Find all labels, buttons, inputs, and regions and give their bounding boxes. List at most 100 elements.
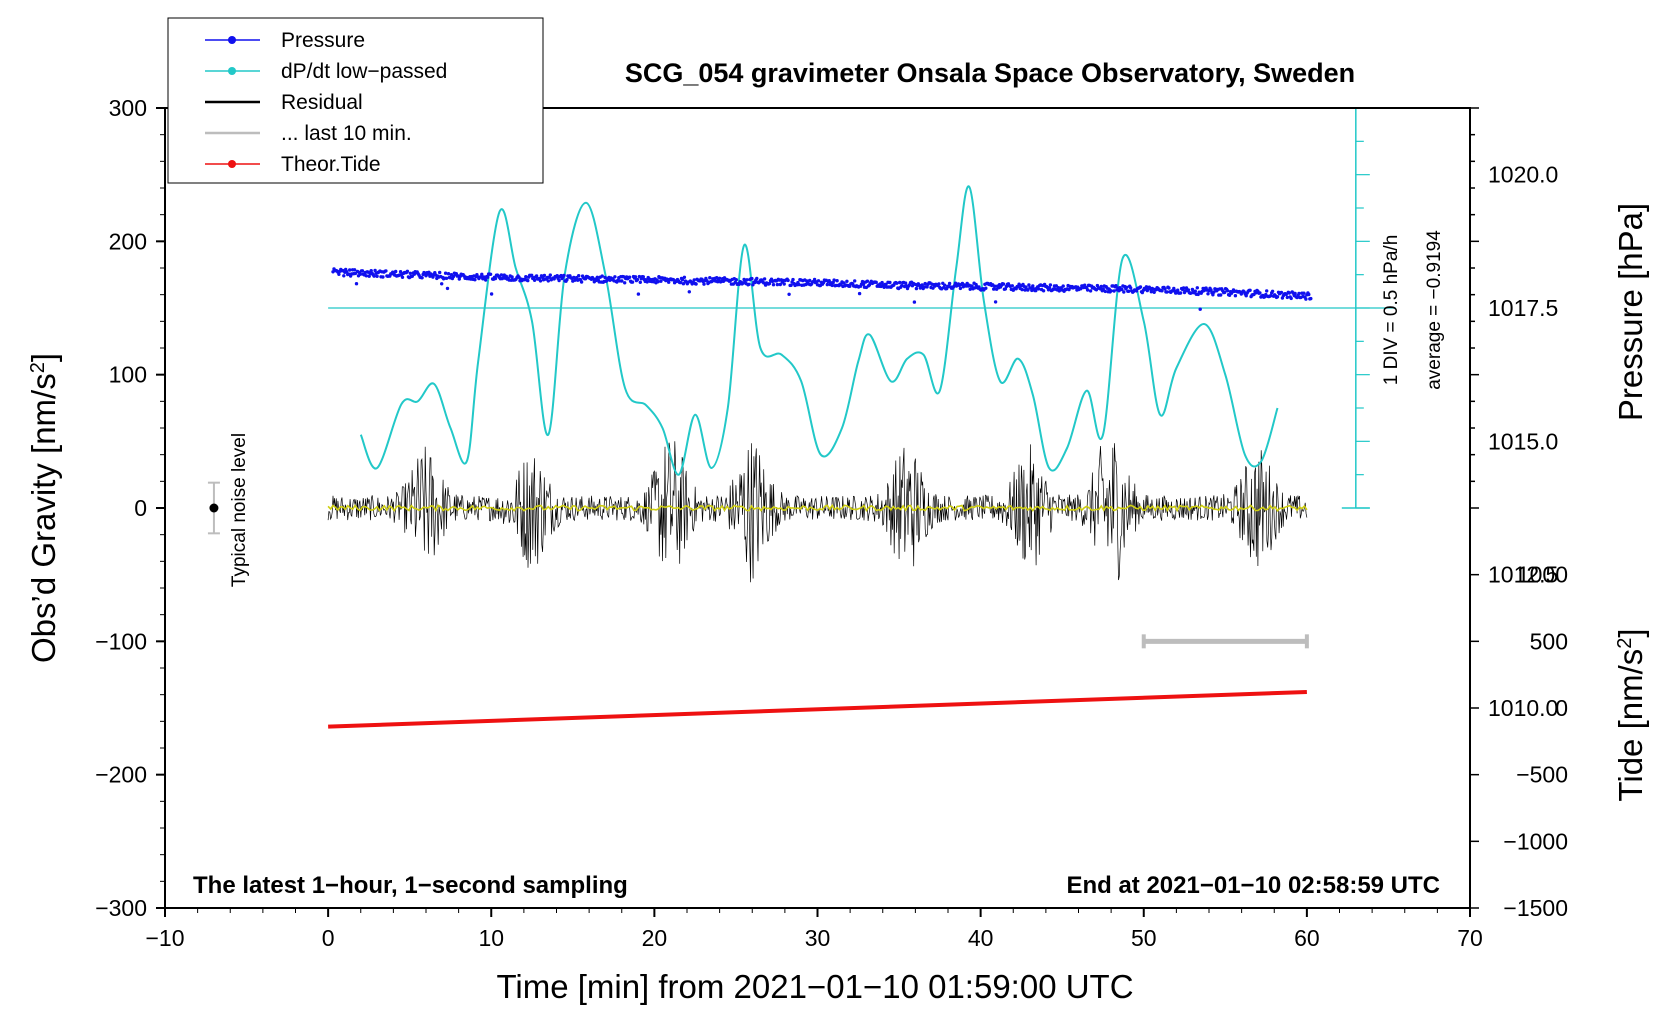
pressure-point — [443, 271, 448, 275]
pressure-point — [623, 281, 627, 285]
pressure-point — [394, 269, 398, 274]
pressure-point — [1047, 286, 1052, 290]
pressure-point — [532, 278, 537, 282]
pressure-point — [789, 283, 793, 287]
pressure-point — [888, 280, 892, 285]
pressure-point — [352, 268, 357, 272]
pressure-tick-label: 1010.0 — [1488, 695, 1558, 721]
pressure-point — [1275, 295, 1280, 299]
pressure-tick-label: 1017.5 — [1488, 295, 1558, 321]
pressure-point — [717, 276, 722, 280]
pressure-point — [579, 280, 584, 284]
pressure-point — [865, 279, 870, 283]
y-axis-title-left-main: Obs’d Gravity [nm/s — [25, 373, 62, 663]
pressure-point — [555, 274, 559, 278]
legend: Pressure dP/dt low−passed Residual ... last… — [167, 17, 544, 184]
pressure-point — [1048, 283, 1053, 287]
noise-level-label: Typical noise level — [229, 433, 250, 587]
pressure-point — [925, 285, 929, 289]
pressure-point — [842, 281, 846, 285]
pressure-point — [900, 284, 904, 288]
pressure-point — [641, 275, 645, 279]
pressure-point — [782, 282, 786, 286]
legend-items: Pressure dP/dt low−passed Residual ... last… — [205, 29, 447, 176]
tide-tick-label: 1000 — [1517, 562, 1568, 588]
pressure-point — [1293, 291, 1297, 296]
chart-title: SCG_054 gravimeter Onsala Space Observat… — [625, 58, 1355, 88]
x-tick-label: −10 — [145, 925, 184, 951]
pressure-point — [1088, 289, 1093, 293]
pressure-point — [762, 281, 766, 285]
pressure-point — [694, 282, 698, 286]
pressure-point — [1109, 289, 1113, 293]
pressure-point — [405, 269, 410, 273]
pressure-point — [992, 287, 996, 291]
legend-swatch-marker — [228, 160, 236, 168]
pressure-point — [542, 273, 547, 278]
bottom-left-note: The latest 1−hour, 1−second sampling — [193, 872, 628, 899]
plot-area — [207, 108, 1396, 729]
y-axis-title-left-end: ] — [25, 353, 62, 362]
y-axis-title-left-sup: 2 — [27, 362, 49, 373]
pressure-point — [1020, 287, 1024, 292]
pressure-point — [1027, 283, 1031, 287]
pressure-point — [440, 282, 444, 286]
x-tick-label: 50 — [1131, 925, 1157, 951]
noise-bar-dot — [209, 503, 219, 513]
pressure-point — [1057, 289, 1062, 293]
pressure-point — [369, 269, 373, 273]
pressure-point — [1165, 290, 1169, 294]
pressure-point — [342, 274, 346, 278]
pressure-point — [968, 287, 972, 291]
pressure-point — [708, 276, 712, 280]
pressure-point — [595, 275, 599, 279]
tide-line — [328, 690, 1307, 729]
pressure-point — [1287, 291, 1292, 295]
pressure-point — [1024, 285, 1028, 289]
pressure-point — [702, 282, 706, 286]
pressure-point — [1198, 307, 1202, 311]
legend-label: ... last 10 min. — [281, 122, 412, 145]
pressure-point — [635, 277, 640, 282]
y-tick-label: −300 — [95, 895, 147, 921]
pressure-point — [546, 279, 550, 283]
legend-swatch-marker — [228, 36, 236, 44]
pressure-point — [923, 281, 927, 286]
residual-smoothed-series — [327, 503, 1308, 513]
pressure-point — [958, 286, 963, 291]
pressure-point — [538, 279, 543, 283]
pressure-point — [398, 270, 403, 274]
pressure-point — [600, 274, 604, 278]
pressure-point — [1223, 290, 1227, 295]
pressure-point — [1258, 291, 1262, 295]
pressure-point — [1270, 289, 1275, 293]
pressure-point — [1160, 289, 1164, 293]
pressure-point — [1120, 287, 1124, 292]
pressure-point — [778, 282, 782, 287]
tide-tick-label: −1500 — [1503, 895, 1568, 921]
pressure-point — [835, 279, 839, 283]
pressure-point — [903, 281, 908, 285]
residual-series — [327, 441, 1308, 583]
pressure-point — [1037, 287, 1041, 291]
pressure-point — [1167, 286, 1171, 290]
pressure-point — [1190, 287, 1195, 292]
pressure-point — [667, 280, 671, 284]
pressure-point — [895, 281, 899, 285]
y-axis-title-left: Obs’d Gravity [nm/s2] — [25, 353, 62, 663]
pressure-point — [1186, 288, 1191, 292]
x-tick-label: 70 — [1457, 925, 1483, 951]
pressure-point — [812, 277, 817, 282]
pressure-point — [484, 278, 488, 282]
y-axis-title-tide-sup: 2 — [1614, 638, 1636, 649]
pressure-point — [1152, 290, 1156, 294]
y-axis-title-tide-end: ] — [1612, 628, 1649, 637]
pressure-point — [993, 300, 998, 304]
pressure-point — [1285, 295, 1290, 300]
pressure-point — [1031, 284, 1035, 288]
pressure-point — [524, 275, 528, 279]
pressure-point — [1309, 296, 1313, 301]
legend-label: Theor.Tide — [281, 153, 381, 176]
pressure-point — [1219, 293, 1223, 297]
